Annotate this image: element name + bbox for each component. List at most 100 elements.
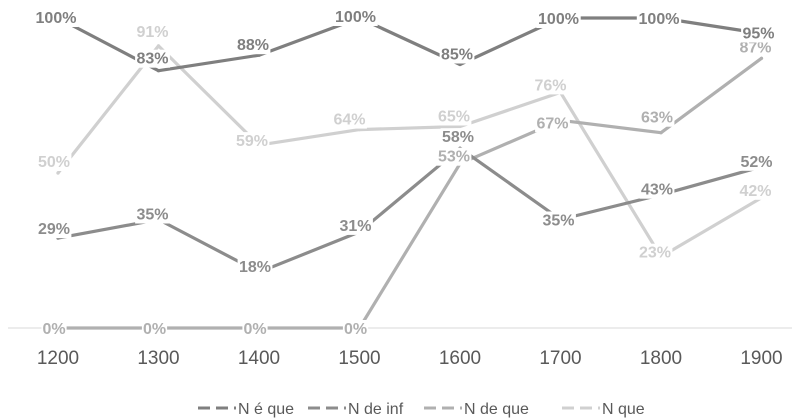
- data-label: 63%: [639, 108, 675, 127]
- x-tick-label: 1300: [137, 348, 179, 369]
- data-label-bg: [36, 220, 72, 239]
- data-label-text: 0%: [344, 321, 367, 338]
- series-line: [56, 44, 764, 259]
- data-label-text: 0%: [143, 321, 166, 338]
- legend-item: N de inf: [308, 401, 404, 418]
- data-label: 100%: [536, 10, 581, 28]
- data-point: [257, 53, 261, 57]
- data-point: [458, 62, 462, 67]
- data-label-bg: [332, 110, 367, 129]
- data-label: 52%: [739, 152, 774, 171]
- data-label: 0%: [41, 320, 67, 338]
- legend-item: N de que: [424, 401, 529, 418]
- data-label: 42%: [738, 181, 773, 200]
- data-point: [156, 44, 161, 48]
- data-label-text: 59%: [236, 133, 268, 150]
- data-label-text: 31%: [339, 218, 371, 235]
- data-label-text: 100%: [36, 10, 77, 27]
- data-label-text: 63%: [641, 110, 673, 127]
- legend-label: N de inf: [348, 401, 404, 418]
- data-label-bg: [533, 76, 568, 95]
- data-label: 43%: [639, 180, 675, 199]
- data-point: [56, 171, 60, 175]
- data-label-bg: [639, 108, 675, 127]
- data-label-bg: [535, 114, 570, 133]
- legend-label: N é que: [238, 401, 294, 418]
- data-label: 85%: [439, 45, 475, 64]
- data-label-bg: [739, 152, 774, 171]
- data-label-bg: [135, 49, 170, 68]
- data-label-text: 52%: [740, 154, 772, 171]
- data-label: 87%: [738, 38, 773, 57]
- data-label-bg: [141, 320, 168, 338]
- legend-item: N é que: [198, 401, 294, 418]
- data-label-bg: [242, 320, 268, 338]
- data-label-bg: [436, 147, 472, 166]
- data-label-bg: [235, 36, 271, 55]
- data-point: [759, 56, 764, 60]
- data-label-bg: [33, 9, 79, 27]
- data-label: 31%: [338, 216, 373, 235]
- data-label: 91%: [135, 22, 170, 41]
- data-label-bg: [738, 38, 773, 57]
- data-label-bg: [541, 211, 576, 230]
- data-label: 88%: [235, 36, 271, 55]
- data-label-text: 100%: [335, 9, 376, 26]
- data-label-text: 88%: [237, 37, 269, 54]
- data-label: 100%: [33, 9, 79, 27]
- data-label-bg: [741, 24, 776, 43]
- data-label-bg: [135, 205, 170, 224]
- data-label-text: 100%: [538, 11, 579, 28]
- data-label-bg: [41, 320, 67, 338]
- legend-label: N que: [602, 401, 645, 418]
- data-label-bg: [333, 8, 378, 26]
- data-label: 29%: [36, 220, 72, 239]
- data-label-bg: [439, 45, 475, 64]
- x-tick-label: 1900: [740, 348, 782, 369]
- data-label-bg: [636, 10, 682, 28]
- data-label-text: 67%: [536, 115, 568, 132]
- series-line: [56, 146, 764, 274]
- data-label-text: 18%: [239, 259, 271, 276]
- data-label-bg: [639, 180, 675, 199]
- data-label: 64%: [332, 110, 367, 129]
- series-3: [56, 44, 764, 259]
- x-tick-label: 1200: [37, 348, 79, 369]
- data-point: [156, 69, 161, 73]
- data-point: [458, 124, 462, 129]
- data-label-bg: [234, 132, 270, 151]
- data-label: 0%: [141, 320, 168, 338]
- data-label-bg: [36, 153, 72, 171]
- data-label-text: 65%: [438, 109, 470, 126]
- data-label-bg: [342, 320, 369, 338]
- data-label-bg: [738, 181, 773, 200]
- data-label-text: 53%: [438, 149, 470, 166]
- data-label-bg: [338, 216, 373, 235]
- data-label-bg: [440, 128, 476, 147]
- x-tick-label: 1800: [640, 348, 682, 369]
- x-tick-label: 1700: [539, 348, 581, 369]
- data-label-text: 64%: [333, 112, 365, 129]
- data-label-text: 42%: [739, 183, 771, 200]
- data-label: 35%: [541, 211, 576, 230]
- data-label: 23%: [637, 243, 673, 262]
- data-point: [357, 128, 362, 132]
- data-labels: 50% 91% 59% 64% 65% 76% 23% 42% 0% 0% 0% 0% 53% 67% 63…: [33, 8, 776, 338]
- data-label-text: 87%: [739, 39, 771, 56]
- data-label: 58%: [440, 128, 476, 147]
- data-label-bg: [637, 243, 673, 262]
- data-label-text: 43%: [641, 182, 673, 199]
- x-tick-label: 1400: [238, 348, 280, 369]
- data-label-text: 50%: [38, 154, 70, 171]
- legend-item: N que: [562, 401, 645, 418]
- data-label: 50%: [36, 153, 72, 171]
- data-label: 53%: [436, 147, 472, 166]
- data-label-text: 83%: [136, 51, 168, 68]
- data-label-text: 29%: [38, 221, 70, 238]
- data-label: 65%: [436, 107, 472, 126]
- data-label-text: 0%: [42, 321, 65, 338]
- x-tick-label: 1500: [338, 348, 380, 369]
- data-label-text: 95%: [742, 26, 774, 43]
- data-label: 95%: [741, 24, 776, 43]
